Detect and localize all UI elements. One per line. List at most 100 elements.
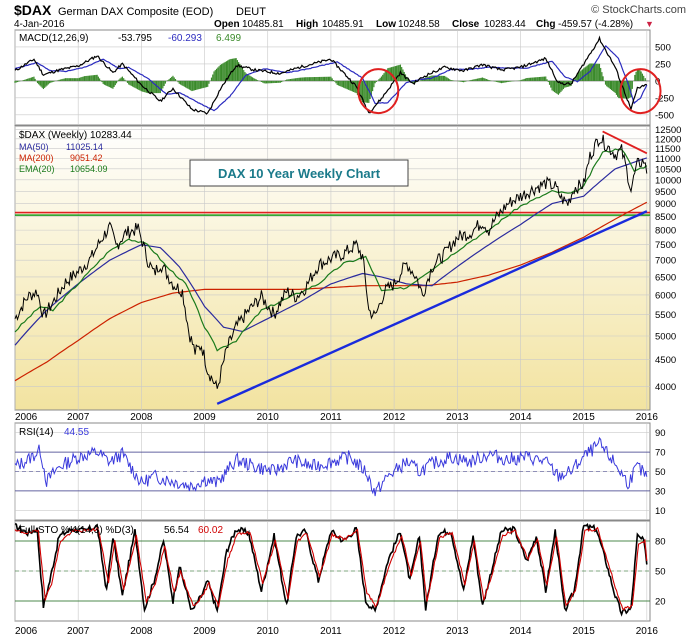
price-x-tick: 2008 [130,412,153,423]
rsi-y-tick: 90 [655,428,666,439]
price-x-tick: 2015 [573,412,596,423]
price-y-tick: 12000 [655,134,681,145]
symbol: $DAX [14,2,52,18]
annotation-text: DAX 10 Year Weekly Chart [218,166,381,181]
macd-y-tick: 0 [655,76,660,87]
sto-x-tick: 2013 [446,626,469,637]
macd-hist-value: 6.499 [216,33,241,44]
rsi-layer [14,436,650,497]
macd-layer [14,35,662,115]
rsi-line [14,436,648,497]
price-legend-ema20-value: 10654.09 [70,164,108,174]
sto-x-tick: 2015 [573,626,596,637]
price-legend-ma50-value: 11025.14 [66,142,103,152]
ema20-line [14,148,648,352]
price-x-tick: 2011 [320,412,342,423]
macd-y-tick: 500 [655,42,671,53]
price-legend-ma200-name: MA(200) [19,153,54,163]
price-y-tick: 7500 [655,240,676,251]
price-y-tick: 5000 [655,331,676,342]
watermark: © StockCharts.com [591,4,686,16]
price-y-tick: 8500 [655,212,676,223]
rsi-y-tick: 10 [655,506,666,517]
price-legend-ma50-name: MA(50) [19,142,49,152]
price-x-tick: 2016 [636,412,659,423]
price-legend-ema20-name: EMA(20) [19,164,55,174]
open-label: Open [214,19,240,30]
sto-y-tick: 20 [655,597,666,608]
price-y-tick: 7000 [655,256,676,267]
sto-x-tick: 2016 [636,626,659,637]
sto-y-tick: 80 [655,537,666,548]
price-y-tick: 4000 [655,382,676,393]
close-label: Close [452,19,480,30]
date: 4-Jan-2016 [14,19,65,30]
price-x-tick: 2007 [67,412,90,423]
ma50-line [14,157,647,346]
macd-signal-value: -60.293 [168,33,202,44]
rsi-title: RSI(14) [19,427,53,438]
sto-d-value: 60.02 [198,525,223,536]
uptrend-line [216,210,648,405]
price-x-tick: 2014 [509,412,532,423]
price-y-tick: 4500 [655,355,676,366]
price-x-tick: 2012 [383,412,406,423]
macd-highlight-circle [357,68,400,115]
rsi-y-tick: 70 [655,448,666,459]
sto-layer [14,522,650,617]
price-y-tick: 6000 [655,290,676,301]
rsi-y-tick: 50 [655,467,666,478]
sto-x-tick: 2011 [320,626,342,637]
sto-d-line [14,526,648,611]
sto-y-tick: 50 [655,567,666,578]
sto-title: Full STO %K(14,3) %D(3) [19,525,134,536]
price-x-tick: 2013 [446,412,469,423]
close-value: 10283.44 [484,19,526,30]
downtrend-line [602,130,648,155]
open-value: 10485.81 [242,19,284,30]
dax-price-line [14,134,648,389]
sto-x-tick: 2008 [130,626,153,637]
sto-k-value: 56.54 [164,525,189,536]
rsi-value: 44.55 [64,427,89,438]
price-y-tick: 11000 [655,154,681,165]
rsi-y-tick: 30 [655,486,666,497]
price-y-tick: 10500 [655,164,681,175]
price-y-tick: 9000 [655,199,676,210]
price-y-tick: 12500 [655,125,681,136]
macd-signal-line [14,44,648,112]
macd-value: -53.795 [118,33,152,44]
macd-highlight-circle [619,68,662,115]
price-y-tick: 5500 [655,310,676,321]
low-value: 10248.58 [398,19,440,30]
price-layer [14,130,650,405]
chg-value: -459.57 (-4.28%) [558,19,633,30]
annotation-box [189,159,409,187]
sto-x-tick: 2009 [193,626,216,637]
price-x-tick: 2009 [193,412,216,423]
sto-x-tick: 2012 [383,626,406,637]
sto-k-line [14,522,648,617]
macd-y-tick: -500 [655,110,674,121]
price-y-tick: 11500 [655,144,681,155]
price-y-tick: 9500 [655,187,676,198]
chg-label: Chg [536,19,555,30]
price-legend-ma200-value: 9051.42 [70,153,103,163]
sto-x-tick: 2006 [15,626,38,637]
price-y-tick: 8000 [655,226,676,237]
chg-down-icon: ▼ [645,19,654,29]
macd-y-tick: 250 [655,59,671,70]
symbol-name: German DAX Composite (EOD) [58,6,213,18]
price-y-tick: 6500 [655,272,676,283]
price-y-tick: 10000 [655,175,681,186]
exchange: DEUT [236,6,266,18]
tick-layer: 2006 2007 2008 2009 2010 2011 2012 2013 2014 2015… [15,42,681,637]
price-legend-dax: $DAX (Weekly) 10283.44 [19,130,132,141]
sto-x-tick: 2007 [67,626,90,637]
price-x-tick: 2010 [257,412,280,423]
low-label: Low [376,19,396,30]
ma200-line [14,201,648,382]
high-label: High [296,19,318,30]
sto-x-tick: 2010 [257,626,280,637]
